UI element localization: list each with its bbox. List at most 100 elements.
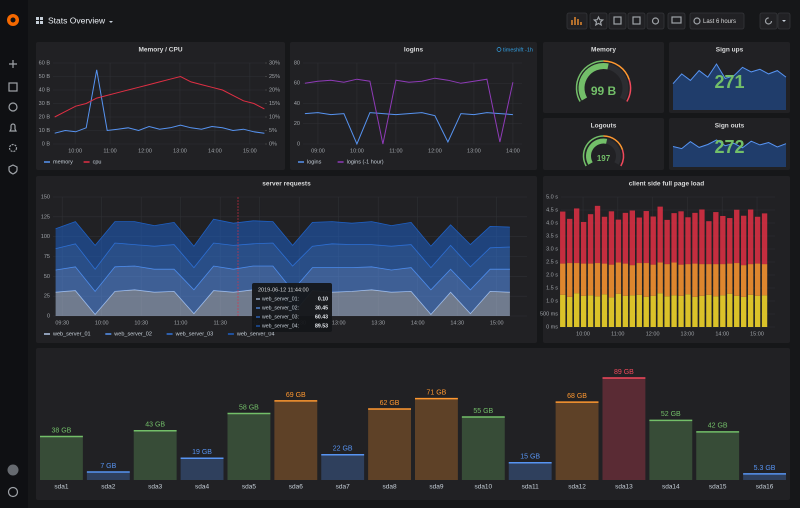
bar-segment xyxy=(754,295,761,327)
x-tick-label: 15:00 xyxy=(490,320,504,326)
x-tick-label: 11:00 xyxy=(389,148,402,154)
tooltip-value: 89.53 xyxy=(315,323,328,329)
star-button[interactable] xyxy=(589,12,608,30)
y-tick-label: 2.5 s xyxy=(546,259,558,265)
bar-segment xyxy=(713,264,719,297)
bar-segment xyxy=(727,218,733,264)
y-tick-label: 10 B xyxy=(39,128,51,134)
legend-label: logins (-1 hour) xyxy=(347,159,384,165)
y-tick-label: 20 xyxy=(294,121,300,127)
value-label: 89 GB xyxy=(614,369,634,376)
add-panel-button[interactable] xyxy=(566,12,588,30)
bar-segment xyxy=(664,219,670,265)
sidebar xyxy=(0,0,28,508)
area-fill xyxy=(55,219,510,270)
admin-icon[interactable] xyxy=(8,164,18,175)
refresh-icon xyxy=(764,17,773,25)
time-range[interactable]: Last 6 hours xyxy=(703,19,736,25)
panel xyxy=(36,42,285,170)
explore-icon[interactable] xyxy=(8,102,18,112)
panel xyxy=(543,42,664,113)
bar-segment xyxy=(601,216,608,264)
avatar[interactable] xyxy=(7,464,19,476)
title-caret xyxy=(109,21,113,23)
bar-segment xyxy=(713,212,719,265)
create-icon[interactable] xyxy=(9,60,17,68)
x-tick-label: 14:00 xyxy=(506,148,520,154)
dashboard-title[interactable]: Stats Overview xyxy=(48,15,106,25)
bar xyxy=(180,458,224,480)
category-label: sda15 xyxy=(709,484,727,491)
gauge-threshold xyxy=(626,79,632,102)
bar-segment xyxy=(594,296,601,327)
bar-segment xyxy=(560,263,566,295)
category-label: sda6 xyxy=(289,484,303,491)
alerting-icon[interactable] xyxy=(9,123,17,132)
bar-segment xyxy=(692,212,698,264)
bar-segment xyxy=(754,216,761,264)
interval-caret xyxy=(782,20,786,22)
bar xyxy=(555,402,599,480)
dashboards-icon[interactable] xyxy=(8,82,18,92)
bar-segment xyxy=(657,293,663,327)
time-picker[interactable] xyxy=(689,12,745,30)
settings-button[interactable] xyxy=(646,12,665,30)
y-tick-label: 50 B xyxy=(39,74,51,80)
y-tick-label: 125 xyxy=(41,214,50,220)
gauge-threshold xyxy=(603,135,624,151)
bar-segment xyxy=(615,293,622,327)
category-label: sda7 xyxy=(336,484,350,491)
value-label: 58 GB xyxy=(239,404,259,411)
bar-segment xyxy=(560,211,566,264)
config-icon[interactable] xyxy=(8,143,18,153)
bar xyxy=(227,413,271,480)
bar-segment xyxy=(720,215,726,265)
bar-segment xyxy=(754,263,761,296)
bar-segment xyxy=(678,264,684,296)
bar-segment xyxy=(671,262,677,296)
x-tick-label: 14:30 xyxy=(450,320,464,326)
bar-segment xyxy=(567,296,573,327)
panel xyxy=(36,348,790,500)
bar-segment xyxy=(573,263,580,294)
panel-title: logins xyxy=(404,47,424,54)
value-label: 5.3 GB xyxy=(754,465,776,472)
bar xyxy=(40,436,83,480)
bar-segment xyxy=(699,209,705,265)
dashboard-icon xyxy=(36,17,39,20)
bar-segment xyxy=(678,211,684,265)
value-label: 71 GB xyxy=(427,389,447,396)
dashboard-icon xyxy=(40,21,43,24)
y-tick-label: 0 xyxy=(297,141,300,147)
category-label: sda3 xyxy=(148,484,162,491)
tooltip-value: 30.45 xyxy=(315,305,328,311)
category-label: sda11 xyxy=(522,484,540,491)
settings-icon xyxy=(651,17,660,25)
value-label: 43 GB xyxy=(145,422,165,429)
category-label: sda10 xyxy=(474,484,492,491)
tooltip-name: web_server_01: xyxy=(262,296,299,302)
bar-segment xyxy=(706,221,712,265)
bar-segment xyxy=(678,295,684,327)
share-button[interactable] xyxy=(608,12,627,30)
legend-label: web_server_02 xyxy=(113,331,152,337)
dashboard-icon xyxy=(40,17,43,20)
value-label: 38 GB xyxy=(52,427,72,434)
help-icon[interactable] xyxy=(7,486,19,498)
refresh-button[interactable] xyxy=(759,12,778,30)
gauge-value xyxy=(578,63,609,101)
bar-segment xyxy=(573,293,580,327)
bar-segment xyxy=(741,215,747,266)
bar-segment xyxy=(601,263,608,295)
bar-segment xyxy=(594,205,601,264)
tv-mode-button[interactable] xyxy=(667,12,686,30)
legend-label: web_server_03 xyxy=(175,331,214,337)
bar xyxy=(415,398,458,480)
series-line xyxy=(54,69,265,134)
x-tick-label: 15:00 xyxy=(750,331,764,337)
y-tick-label: 20 B xyxy=(39,114,51,120)
bar-segment xyxy=(706,264,712,295)
save-button[interactable] xyxy=(627,12,646,30)
panel xyxy=(543,118,664,170)
y2-tick-label: 25% xyxy=(269,74,280,80)
